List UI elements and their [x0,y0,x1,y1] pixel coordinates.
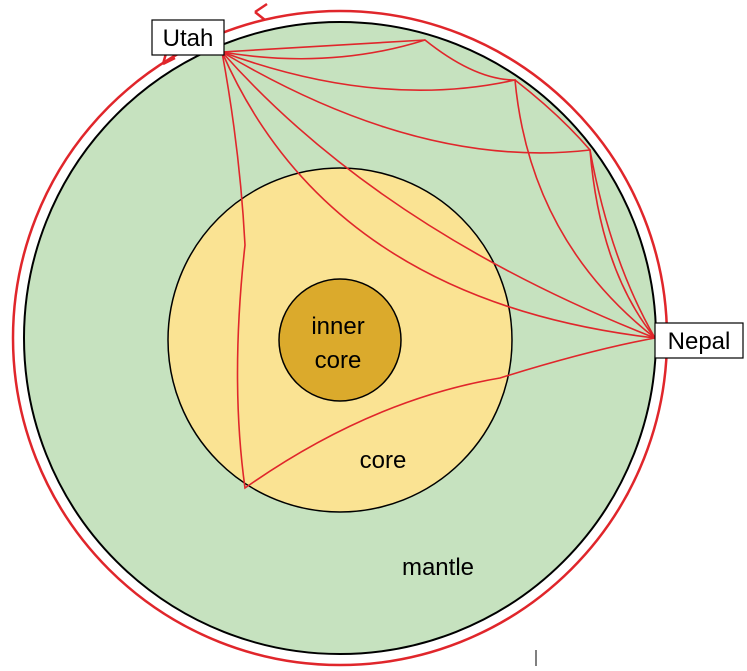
arrowhead [255,4,267,20]
core-label: core [360,447,407,474]
earth-diagram: Utah Nepal inner core core mantle [0,0,747,671]
inner-core [279,279,401,401]
inner-core-label: inner [311,313,364,340]
utah-label: Utah [163,25,214,52]
inner-core-label: core [315,347,362,374]
mantle-label: mantle [402,554,474,581]
nepal-label: Nepal [668,328,731,355]
